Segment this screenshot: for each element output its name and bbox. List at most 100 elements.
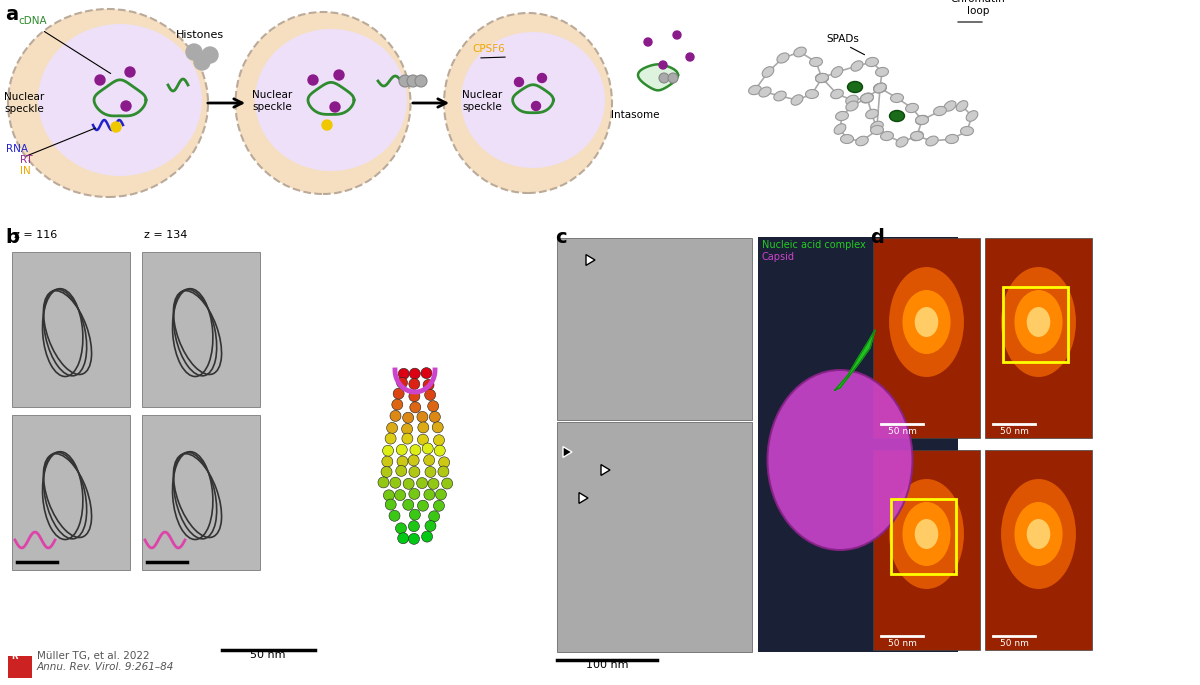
Circle shape — [408, 534, 420, 545]
Circle shape — [114, 27, 126, 38]
Text: Nuclear
speckle: Nuclear speckle — [462, 90, 503, 112]
Ellipse shape — [791, 95, 803, 105]
Circle shape — [352, 153, 362, 164]
Circle shape — [293, 55, 301, 64]
Circle shape — [389, 510, 400, 521]
FancyBboxPatch shape — [985, 450, 1092, 650]
Circle shape — [382, 60, 392, 71]
Circle shape — [48, 120, 59, 131]
Circle shape — [659, 73, 670, 83]
Circle shape — [436, 489, 446, 500]
Circle shape — [270, 60, 281, 71]
Ellipse shape — [256, 29, 407, 171]
Circle shape — [532, 101, 540, 110]
Text: Intasome: Intasome — [611, 110, 659, 120]
Circle shape — [283, 127, 293, 136]
Ellipse shape — [8, 9, 208, 197]
Ellipse shape — [946, 134, 959, 144]
Circle shape — [569, 126, 577, 135]
Circle shape — [322, 120, 332, 130]
Circle shape — [325, 32, 336, 42]
FancyBboxPatch shape — [985, 238, 1092, 438]
Ellipse shape — [834, 124, 846, 134]
Circle shape — [396, 523, 407, 534]
Circle shape — [515, 35, 527, 46]
Circle shape — [551, 51, 559, 60]
Circle shape — [128, 160, 139, 171]
Circle shape — [425, 521, 436, 532]
Circle shape — [403, 478, 414, 489]
Text: a: a — [5, 5, 18, 24]
Circle shape — [373, 50, 384, 61]
Circle shape — [142, 33, 154, 44]
Circle shape — [175, 95, 185, 105]
Ellipse shape — [816, 73, 828, 82]
Text: RT: RT — [20, 155, 32, 165]
Circle shape — [430, 412, 440, 423]
Circle shape — [673, 31, 682, 39]
Circle shape — [64, 47, 74, 58]
Circle shape — [482, 74, 492, 84]
Text: 50 nm: 50 nm — [251, 650, 286, 660]
Circle shape — [270, 129, 281, 140]
Circle shape — [432, 422, 443, 433]
Circle shape — [409, 368, 420, 379]
Circle shape — [121, 101, 131, 111]
Circle shape — [326, 147, 336, 155]
Circle shape — [114, 162, 126, 173]
Text: Nucleic acid complex: Nucleic acid complex — [762, 240, 865, 250]
Circle shape — [540, 35, 551, 46]
Circle shape — [488, 126, 498, 135]
Ellipse shape — [914, 519, 938, 549]
Ellipse shape — [896, 137, 908, 147]
Ellipse shape — [960, 127, 973, 136]
Ellipse shape — [835, 112, 848, 121]
Circle shape — [370, 64, 378, 73]
Circle shape — [174, 132, 185, 142]
Ellipse shape — [840, 134, 853, 143]
Circle shape — [403, 412, 414, 423]
Circle shape — [497, 134, 505, 142]
Ellipse shape — [758, 87, 772, 97]
Circle shape — [517, 48, 526, 57]
Circle shape — [428, 511, 439, 522]
Circle shape — [185, 108, 196, 119]
Circle shape — [382, 466, 392, 477]
Circle shape — [572, 51, 583, 62]
Circle shape — [125, 67, 134, 77]
Ellipse shape — [870, 125, 883, 134]
Circle shape — [528, 47, 538, 55]
Text: z = 134: z = 134 — [144, 230, 187, 240]
Circle shape — [427, 401, 439, 412]
Circle shape — [392, 95, 403, 105]
Circle shape — [186, 95, 198, 105]
Text: IN: IN — [20, 166, 31, 176]
Circle shape — [469, 118, 480, 129]
Text: cDNA: cDNA — [18, 16, 47, 26]
Circle shape — [308, 75, 318, 85]
Circle shape — [434, 445, 445, 456]
Circle shape — [155, 39, 166, 50]
Circle shape — [115, 151, 125, 160]
Circle shape — [466, 106, 476, 117]
Ellipse shape — [1027, 307, 1050, 337]
Circle shape — [338, 156, 349, 167]
Text: Histones: Histones — [176, 30, 224, 40]
Ellipse shape — [925, 136, 938, 146]
Circle shape — [398, 369, 409, 379]
Circle shape — [376, 118, 385, 127]
Circle shape — [466, 83, 476, 94]
Ellipse shape — [874, 84, 887, 92]
Circle shape — [424, 455, 434, 466]
Ellipse shape — [860, 93, 874, 103]
Circle shape — [102, 149, 112, 158]
Circle shape — [361, 55, 370, 64]
Circle shape — [314, 145, 323, 154]
FancyBboxPatch shape — [142, 252, 260, 407]
Text: z = 116: z = 116 — [14, 230, 58, 240]
Ellipse shape — [874, 83, 887, 93]
Polygon shape — [563, 447, 572, 458]
Circle shape — [86, 156, 98, 167]
Circle shape — [259, 82, 271, 93]
Circle shape — [361, 136, 370, 145]
